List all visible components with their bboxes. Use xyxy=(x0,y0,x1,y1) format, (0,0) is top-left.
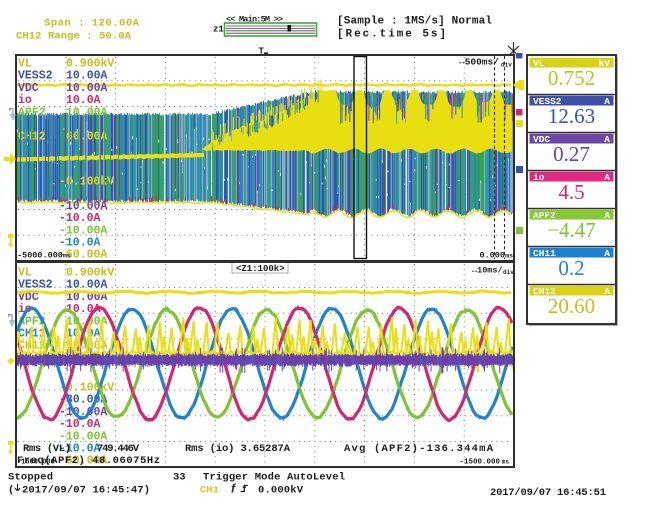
svg-text:io: io xyxy=(18,303,32,316)
svg-text:<< Main:5M >>: << Main:5M >> xyxy=(226,15,283,25)
svg-text:CH12 Range : 50.0A: CH12 Range : 50.0A xyxy=(16,31,132,43)
svg-text:APF2: APF2 xyxy=(533,210,556,221)
svg-text:2017/09/07 16:45:47): 2017/09/07 16:45:47) xyxy=(22,485,150,497)
svg-text:Stopped: Stopped xyxy=(8,472,53,484)
svg-text:ms: ms xyxy=(505,253,513,260)
svg-text:kV: kV xyxy=(599,58,611,69)
svg-text:-10.00A: -10.00A xyxy=(59,200,107,213)
svg-text:0.900kV: 0.900kV xyxy=(66,267,114,280)
svg-text:ms: ms xyxy=(502,459,510,466)
svg-text:VESS2: VESS2 xyxy=(533,96,562,107)
svg-text:VL: VL xyxy=(18,267,32,280)
svg-text:33: 33 xyxy=(173,472,186,484)
svg-text:T: T xyxy=(259,47,265,57)
svg-text:div: div xyxy=(501,62,512,69)
svg-text:0.900kV: 0.900kV xyxy=(66,58,114,71)
svg-text:↔10ms/: ↔10ms/ xyxy=(472,266,503,276)
svg-text:z1: z1 xyxy=(213,25,224,35)
svg-text:A: A xyxy=(604,96,610,107)
svg-text:CH12: CH12 xyxy=(533,286,556,297)
svg-text:-10.0A: -10.0A xyxy=(59,212,101,225)
svg-text:-1500.000: -1500.000 xyxy=(459,459,500,467)
svg-text:[Sample : 1MS/s] Normal: [Sample : 1MS/s] Normal xyxy=(337,16,492,28)
svg-text:0.27: 0.27 xyxy=(553,142,590,166)
svg-text:APF2: APF2 xyxy=(18,315,46,328)
svg-text:12.63: 12.63 xyxy=(548,104,595,128)
svg-text:CH12: CH12 xyxy=(18,340,46,353)
svg-text:Rms (VL): Rms (VL) xyxy=(23,443,71,455)
svg-text:-60.00A: -60.00A xyxy=(59,249,107,262)
svg-text:Rms (io) 3.65287A: Rms (io) 3.65287A xyxy=(185,443,291,455)
svg-text:CH1: CH1 xyxy=(200,485,219,497)
svg-text:0.000: 0.000 xyxy=(479,251,505,261)
svg-text:(: ( xyxy=(8,485,14,497)
svg-text:-10.00A: -10.00A xyxy=(59,430,107,443)
svg-text:APF2: APF2 xyxy=(18,106,46,119)
svg-text:VL: VL xyxy=(533,58,545,69)
svg-text:10.00A: 10.00A xyxy=(66,106,108,119)
svg-text:-5000.000: -5000.000 xyxy=(17,251,63,261)
svg-text:CH12: CH12 xyxy=(18,131,46,144)
svg-text:−4.47: −4.47 xyxy=(547,218,596,242)
svg-text:-10.0A: -10.0A xyxy=(59,418,101,431)
svg-text:ms: ms xyxy=(63,253,71,260)
svg-text:<Z1:100k>: <Z1:100k> xyxy=(236,264,285,274)
svg-text:10.00A: 10.00A xyxy=(66,279,108,292)
svg-text:VESS2: VESS2 xyxy=(18,279,53,292)
svg-text:0.752: 0.752 xyxy=(548,66,595,90)
svg-text:4.5: 4.5 xyxy=(558,180,584,204)
svg-text:VDC: VDC xyxy=(18,291,39,304)
svg-text:div: div xyxy=(503,269,514,276)
svg-text:-60.00A: -60.00A xyxy=(59,455,107,468)
svg-text:CH11: CH11 xyxy=(533,248,556,259)
svg-text:Freq(APF2) 48.06075Hz: Freq(APF2) 48.06075Hz xyxy=(17,455,160,467)
svg-text:0.2: 0.2 xyxy=(558,256,584,280)
svg-text:10.00A: 10.00A xyxy=(66,291,108,304)
svg-text:VDC: VDC xyxy=(533,134,550,145)
svg-text:-10.0A: -10.0A xyxy=(59,237,101,250)
svg-text:f: f xyxy=(231,482,236,496)
svg-text:10.00A: 10.00A xyxy=(66,82,108,95)
svg-text:20.60: 20.60 xyxy=(548,294,595,318)
svg-text:A: A xyxy=(604,134,610,145)
svg-text:Avg (APF2)-136.344mA: Avg (APF2)-136.344mA xyxy=(344,443,494,455)
svg-text:10.00A: 10.00A xyxy=(66,70,108,83)
svg-text:VDC: VDC xyxy=(18,82,39,95)
svg-text:io: io xyxy=(533,172,545,183)
svg-text:VL: VL xyxy=(18,58,32,71)
svg-text:VESS2: VESS2 xyxy=(18,70,53,83)
svg-text:Span : 120.00A: Span : 120.00A xyxy=(44,18,140,30)
svg-text:↔500ms/: ↔500ms/ xyxy=(459,57,499,68)
svg-text:Trigger Mode AutoLevel: Trigger Mode AutoLevel xyxy=(203,472,345,484)
svg-text:A: A xyxy=(604,210,610,221)
svg-text:2017/09/07 16:45:51: 2017/09/07 16:45:51 xyxy=(490,487,606,499)
svg-text:-10.0A: -10.0A xyxy=(59,443,101,456)
svg-text:-1600.000: -1600.000 xyxy=(17,459,55,467)
svg-text:A: A xyxy=(604,248,610,259)
svg-text:-10.00A: -10.00A xyxy=(59,224,107,237)
svg-text:10.0A: 10.0A xyxy=(66,94,101,107)
svg-text:A: A xyxy=(604,286,610,297)
svg-text:749.446V: 749.446V xyxy=(97,443,140,455)
svg-text:[Rec.time 5s]: [Rec.time 5s] xyxy=(337,29,446,41)
svg-text:0.000kV: 0.000kV xyxy=(258,485,304,497)
svg-text:io: io xyxy=(18,94,32,107)
svg-text:A: A xyxy=(604,172,610,183)
